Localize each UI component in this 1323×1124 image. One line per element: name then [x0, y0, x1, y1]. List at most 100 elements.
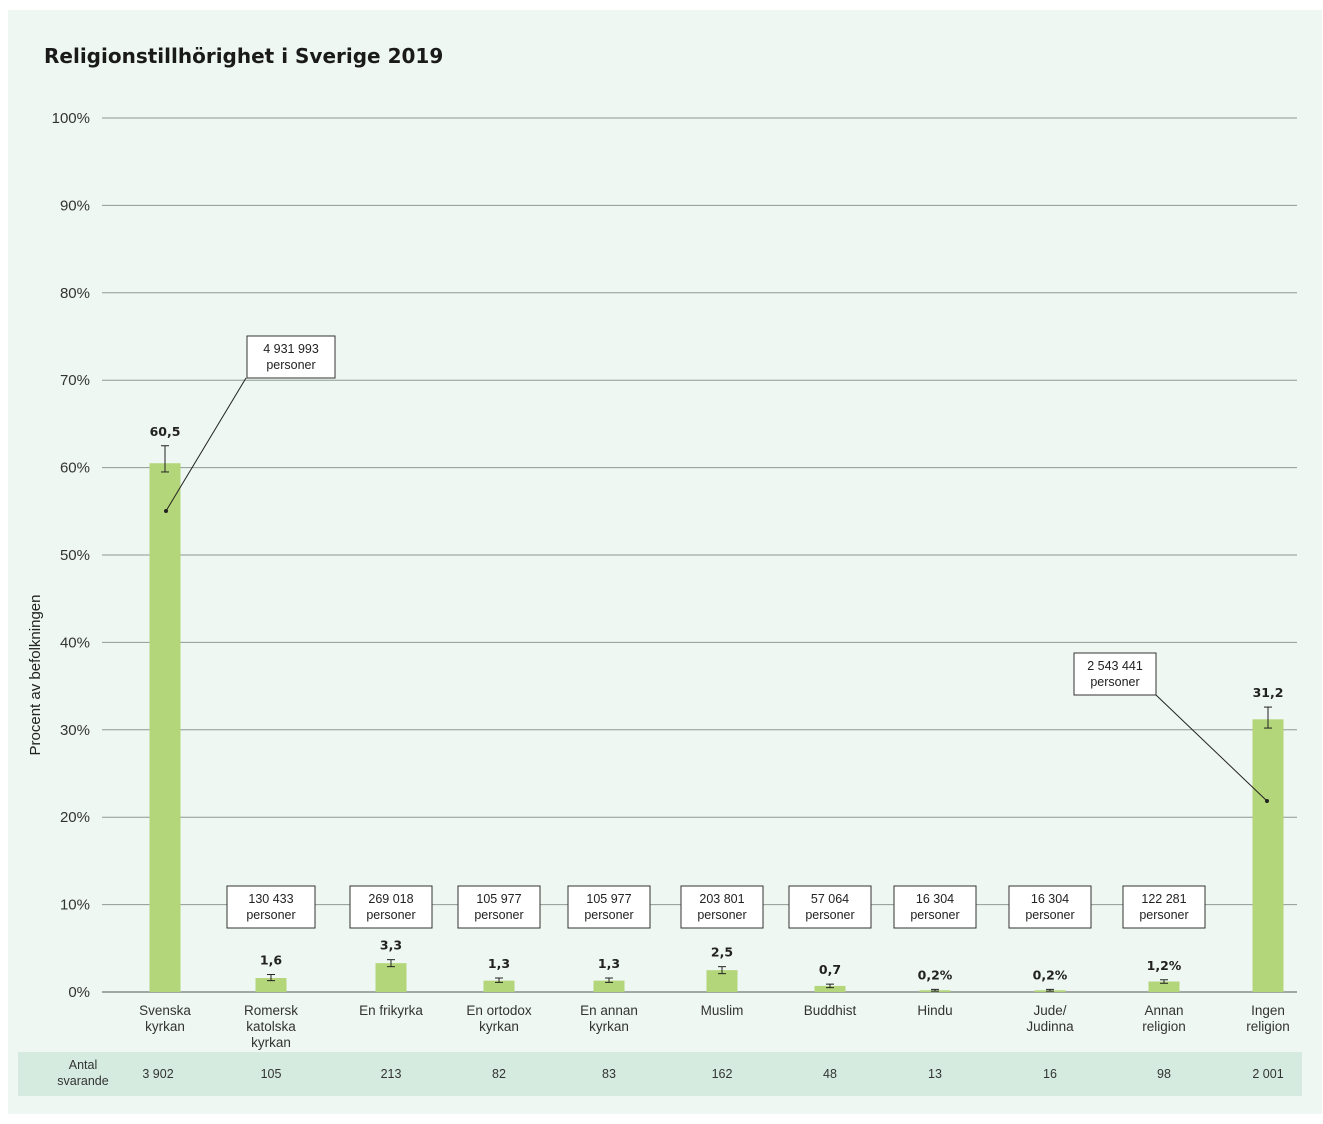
value-label: 1,3 — [598, 956, 620, 971]
value-label: 60,5 — [150, 424, 181, 439]
category-label: religion — [1246, 1019, 1290, 1034]
persons-count: 130 433 — [248, 892, 293, 906]
chart-title: Religionstillhörighet i Sverige 2019 — [44, 44, 444, 68]
persons-box — [680, 885, 764, 929]
persons-box — [1008, 885, 1092, 929]
bar — [814, 985, 846, 992]
persons-box — [893, 885, 977, 929]
respondents-count: 105 — [261, 1067, 282, 1081]
persons-count: 105 977 — [476, 892, 521, 906]
persons-box — [246, 335, 336, 379]
category-label: kyrkan — [251, 1035, 291, 1050]
y-axis-label: Procent av befolkningen — [27, 595, 44, 756]
persons-unit: personer — [366, 908, 415, 922]
respondents-count: 48 — [823, 1067, 837, 1081]
persons-box — [1122, 885, 1206, 929]
persons-count: 2 543 441 — [1087, 659, 1143, 673]
y-tick-label: 40% — [60, 634, 90, 651]
category-label: Buddhist — [804, 1003, 857, 1018]
y-tick-label: 70% — [60, 372, 90, 389]
persons-count: 203 801 — [699, 892, 744, 906]
persons-unit: personer — [266, 358, 315, 372]
y-tick-label: 80% — [60, 285, 90, 302]
category-label: Svenska — [139, 1003, 191, 1018]
bar — [593, 980, 625, 992]
value-label: 0,7 — [819, 962, 841, 977]
category-label: Judinna — [1026, 1019, 1074, 1034]
y-tick-label: 50% — [60, 547, 90, 564]
y-tick-label: 10% — [60, 897, 90, 914]
respondents-count: 213 — [381, 1067, 402, 1081]
persons-unit: personer — [1090, 675, 1139, 689]
category-label: Muslim — [701, 1003, 744, 1018]
bar — [483, 980, 515, 992]
persons-count: 4 931 993 — [263, 342, 319, 356]
respondents-count: 83 — [602, 1067, 616, 1081]
category-label: Ingen — [1251, 1003, 1285, 1018]
respondents-label: svarande — [57, 1074, 108, 1088]
persons-unit: personer — [1139, 908, 1188, 922]
value-label: 1,6 — [260, 953, 282, 968]
bar — [1148, 981, 1180, 992]
persons-count: 122 281 — [1141, 892, 1186, 906]
persons-unit: personer — [1025, 908, 1074, 922]
category-label: En ortodox — [466, 1003, 532, 1018]
value-label: 2,5 — [711, 945, 733, 960]
category-label: Jude/ — [1033, 1003, 1066, 1018]
persons-box — [349, 885, 433, 929]
bar — [149, 463, 181, 993]
value-label: 3,3 — [380, 938, 402, 953]
persons-unit: personer — [246, 908, 295, 922]
category-label: Annan — [1144, 1003, 1183, 1018]
persons-count: 105 977 — [586, 892, 631, 906]
value-label: 31,2 — [1253, 685, 1284, 700]
chart-panel — [8, 10, 1322, 1114]
bar — [706, 970, 738, 992]
leader-dot — [1265, 799, 1269, 803]
category-label: En frikyrka — [359, 1003, 423, 1018]
persons-box — [788, 885, 872, 929]
persons-unit: personer — [697, 908, 746, 922]
persons-unit: personer — [474, 908, 523, 922]
persons-count: 16 304 — [1031, 892, 1069, 906]
category-label: kyrkan — [589, 1019, 629, 1034]
y-tick-label: 100% — [52, 110, 90, 127]
category-label: religion — [1142, 1019, 1186, 1034]
leader-line — [1155, 694, 1268, 802]
respondents-count: 82 — [492, 1067, 506, 1081]
y-tick-label: 20% — [60, 809, 90, 826]
category-label: Romersk — [244, 1003, 298, 1018]
persons-unit: personer — [584, 908, 633, 922]
category-label: En annan — [580, 1003, 638, 1018]
value-label: 1,3 — [488, 956, 510, 971]
persons-box — [457, 885, 541, 929]
y-tick-label: 60% — [60, 460, 90, 477]
respondents-count: 13 — [928, 1067, 942, 1081]
persons-count: 57 064 — [811, 892, 849, 906]
respondents-count: 2 001 — [1252, 1067, 1283, 1081]
value-label: 0,2% — [1033, 967, 1068, 982]
category-label: kyrkan — [479, 1019, 519, 1034]
leader-line — [165, 377, 247, 512]
respondents-count: 16 — [1043, 1067, 1057, 1081]
persons-count: 16 304 — [916, 892, 954, 906]
category-label: katolska — [246, 1019, 296, 1034]
leader-dot — [164, 509, 168, 513]
persons-unit: personer — [805, 908, 854, 922]
respondents-count: 98 — [1157, 1067, 1171, 1081]
bar — [1252, 719, 1284, 992]
bar — [375, 963, 407, 992]
respondents-count: 3 902 — [142, 1067, 173, 1081]
y-tick-label: 30% — [60, 722, 90, 739]
bar — [255, 978, 287, 992]
value-label: 1,2% — [1147, 958, 1182, 973]
persons-box — [567, 885, 651, 929]
category-label: kyrkan — [145, 1019, 185, 1034]
persons-count: 269 018 — [368, 892, 413, 906]
respondents-count: 162 — [712, 1067, 733, 1081]
category-label: Hindu — [917, 1003, 952, 1018]
value-label: 0,2% — [918, 967, 953, 982]
respondents-label: Antal — [69, 1058, 98, 1072]
persons-unit: personer — [910, 908, 959, 922]
